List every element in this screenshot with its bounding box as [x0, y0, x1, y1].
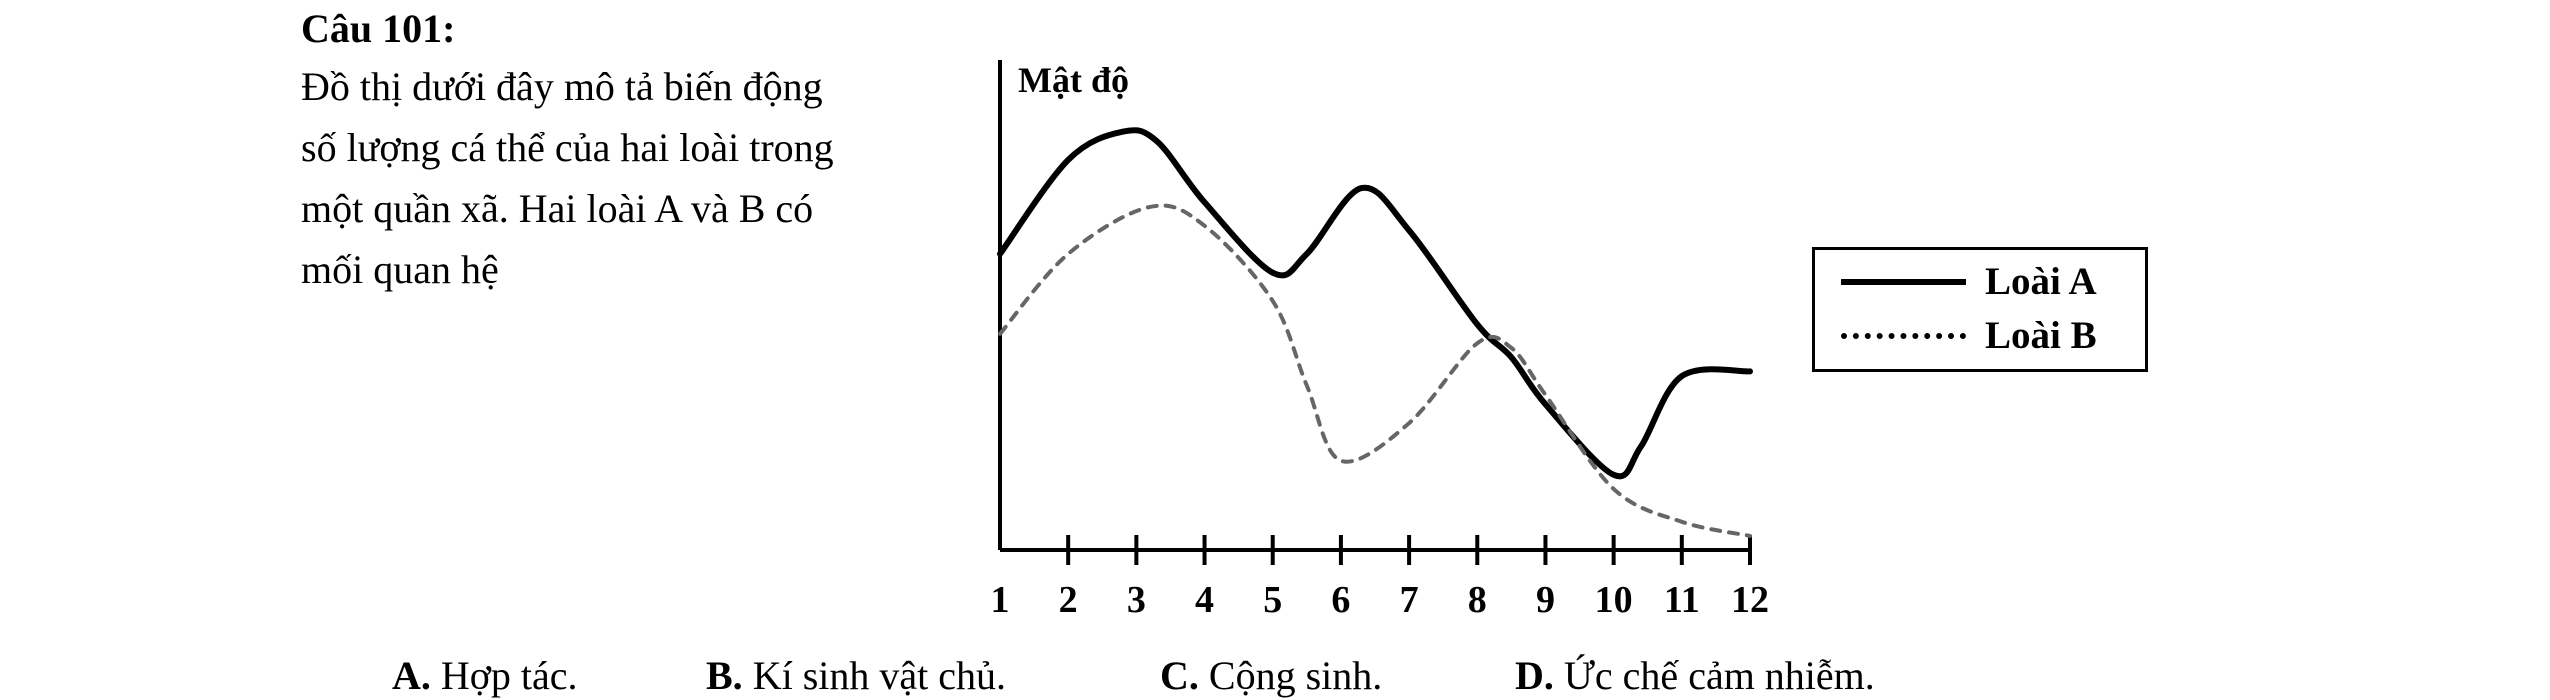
series-line-species-b	[998, 203, 1752, 538]
x-tick-label: 2	[1059, 579, 1078, 621]
answer-letter: A.	[392, 653, 431, 698]
answer-letter: C.	[1160, 653, 1199, 698]
answer-text: Kí sinh vật chủ.	[752, 653, 1006, 698]
x-tick-label: 6	[1331, 579, 1350, 621]
x-tick-label: 11	[1664, 579, 1700, 621]
legend-dotted-line-icon	[1841, 333, 1966, 339]
answer-option-d[interactable]: D. Ức chế cảm nhiễm.	[1515, 652, 1875, 700]
answer-option-b[interactable]: B. Kí sinh vật chủ.	[706, 652, 1006, 700]
legend-item-species-b: Loài B	[1815, 316, 2145, 356]
answer-text: Hợp tác.	[440, 653, 578, 698]
answer-letter: B.	[706, 653, 743, 698]
x-tick-label: 4	[1195, 579, 1214, 621]
question-line: mối quan hệ	[301, 247, 499, 292]
legend-item-species-a: Loài A	[1815, 262, 2145, 302]
legend-solid-line-icon	[1841, 279, 1966, 285]
x-tick-label: 5	[1263, 579, 1282, 621]
population-density-chart: Mật độ1 2 3 4 5 6 7 8 9 10 11 12	[991, 60, 1769, 621]
series-line-species-a	[997, 127, 1753, 480]
answer-option-c[interactable]: C. Cộng sinh.	[1160, 652, 1382, 700]
legend-label: Loài B	[1985, 314, 2097, 357]
question-line: một quần xã. Hai loài A và B có	[301, 186, 814, 231]
answer-text: Ức chế cảm nhiễm.	[1563, 653, 1875, 698]
x-tick-label: 1	[991, 579, 1010, 621]
x-tick-label: 9	[1536, 579, 1555, 621]
question-line: Đồ thị dưới đây mô tả biến động	[301, 64, 823, 109]
y-axis-label: Mật độ	[1018, 60, 1129, 100]
x-tick-label: 8	[1468, 579, 1487, 621]
question-text: Đồ thị dưới đây mô tả biến động số lượng…	[301, 56, 937, 300]
x-tick-label: 10	[1595, 579, 1633, 621]
question-title: Câu 101:	[301, 6, 456, 51]
x-tick-label: 3	[1127, 579, 1146, 621]
answer-text: Cộng sinh.	[1208, 653, 1383, 698]
question-line: số lượng cá thể của hai loài trong	[301, 125, 834, 170]
answer-option-a[interactable]: A. Hợp tác.	[392, 652, 578, 700]
legend-label: Loài A	[1985, 260, 2097, 303]
x-tick-label: 12	[1731, 579, 1769, 621]
x-tick-label: 7	[1400, 579, 1419, 621]
chart-legend: Loài A Loài B	[1812, 247, 2148, 372]
answer-letter: D.	[1515, 653, 1554, 698]
